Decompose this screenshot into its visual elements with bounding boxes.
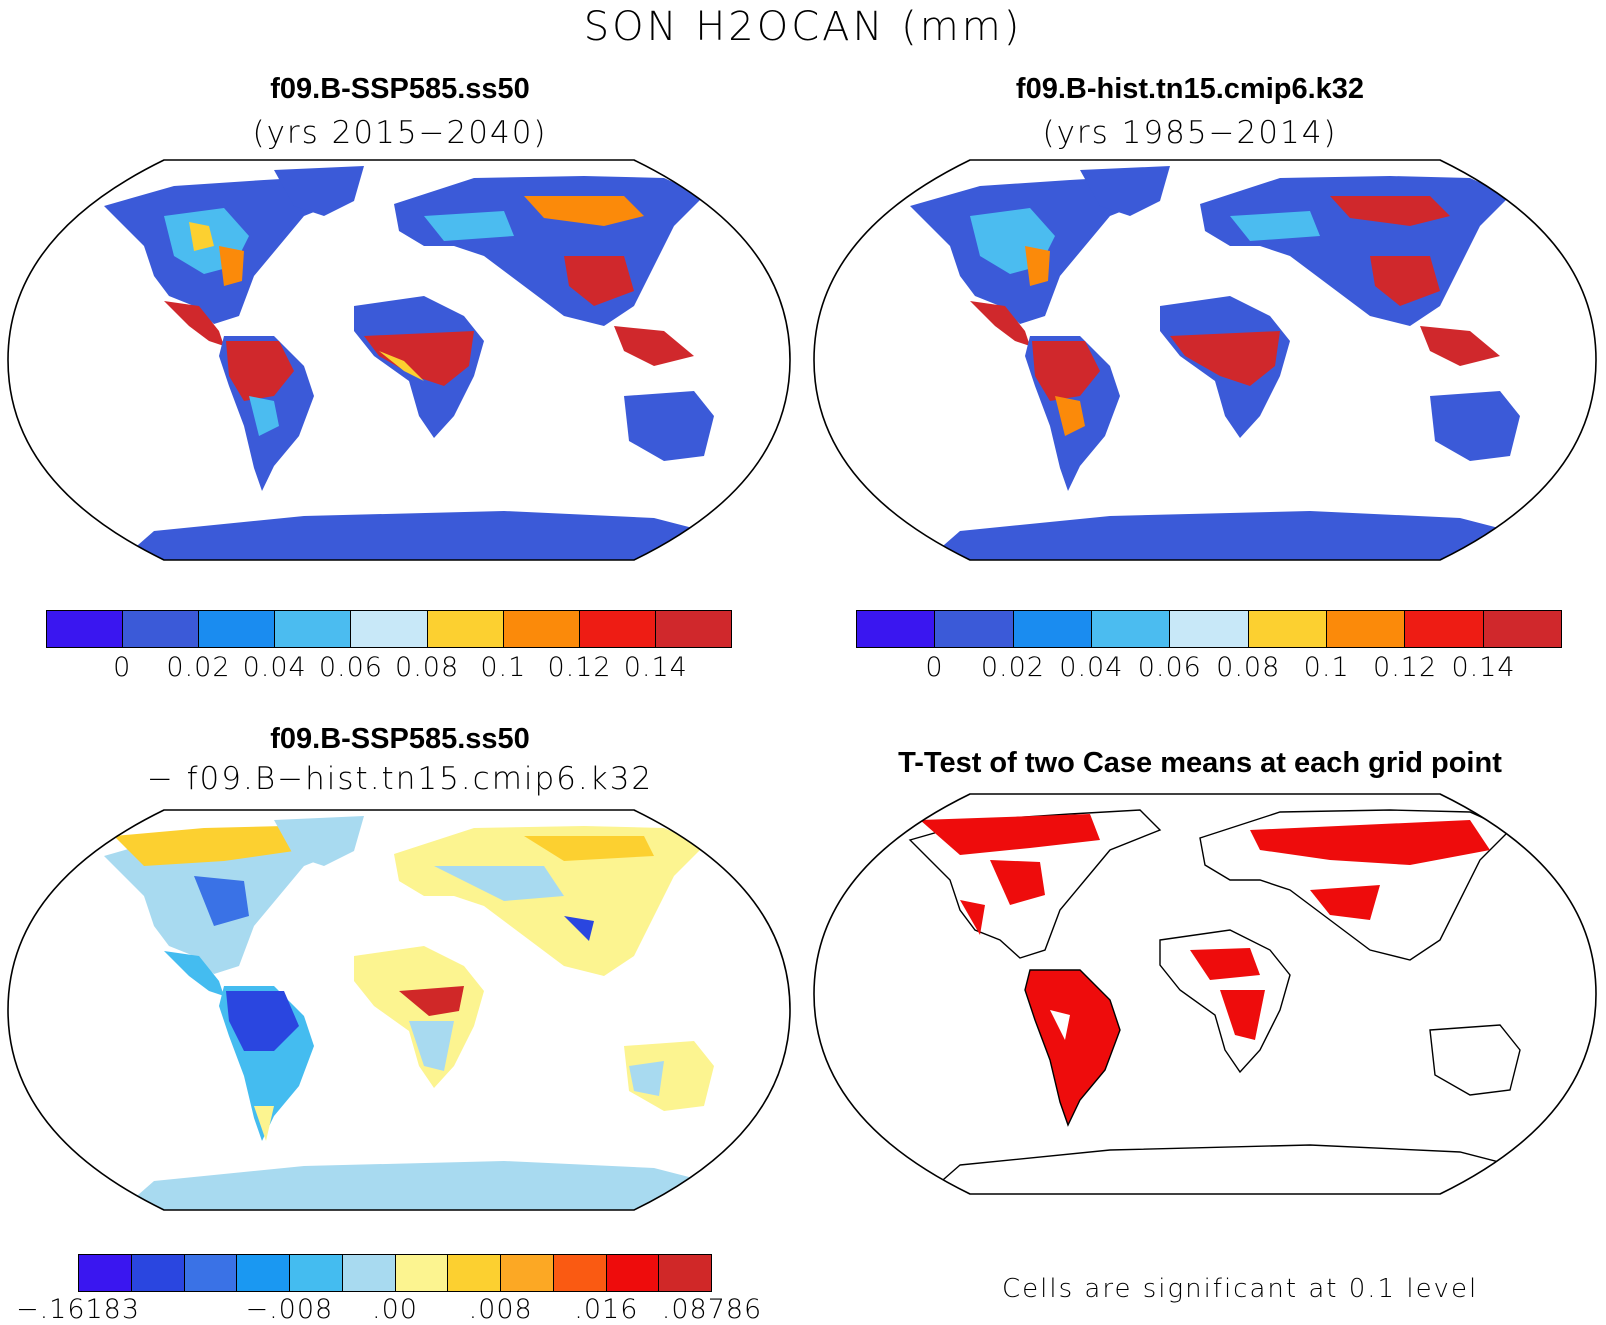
colorbar-swatch (237, 1255, 290, 1291)
panel-2-colorbar-labels: 0 0.02 0.04 0.06 0.08 0.1 0.12 0.14 (856, 652, 1562, 686)
panel-2-subtitle: (yrs 1985−2014) (1042, 115, 1338, 151)
colorbar-swatch (655, 611, 731, 647)
panel-3-title: f09.B-SSP585.ss50 (270, 723, 530, 755)
panel-3-map (7, 809, 791, 1211)
colorbar-swatch (501, 1255, 554, 1291)
colorbar-swatch (123, 611, 200, 647)
colorbar-swatch (79, 1255, 132, 1291)
panel-1-colorbar-labels: 0 0.02 0.04 0.06 0.08 0.1 0.12 0.14 (46, 652, 732, 686)
colorbar-swatch (1248, 611, 1327, 647)
panel-1-title: f09.B-SSP585.ss50 (270, 73, 530, 105)
colorbar-tick-label: −.16183 (15, 1294, 141, 1325)
panel-1-subtitle: (yrs 2015−2040) (252, 115, 548, 151)
colorbar-tick-label: 0.14 (623, 652, 688, 683)
colorbar-tick-label: 0.06 (318, 652, 383, 683)
panel-1-map (7, 159, 791, 561)
colorbar-tick-label: 0.06 (1137, 652, 1202, 683)
colorbar-swatch (935, 611, 1014, 647)
colorbar-tick-label: 0.1 (1303, 652, 1350, 683)
colorbar-swatch (503, 611, 580, 647)
colorbar-swatch (857, 611, 936, 647)
colorbar-swatch (47, 611, 124, 647)
antarctica (114, 511, 724, 560)
colorbar-tick-label: 0.12 (547, 652, 612, 683)
colorbar-swatch (448, 1255, 501, 1291)
colorbar-tick-label: 0.02 (166, 652, 231, 683)
colorbar-swatch (199, 611, 276, 647)
central-america (164, 301, 224, 346)
colorbar-tick-label: .08786 (661, 1294, 763, 1325)
colorbar-swatch (427, 611, 504, 647)
panel-2-colorbar (856, 610, 1562, 648)
colorbar-swatch (342, 1255, 396, 1291)
colorbar-swatch (606, 1255, 660, 1291)
colorbar-swatch (553, 1255, 607, 1291)
colorbar-tick-label: .00 (372, 1294, 418, 1325)
colorbar-swatch (1170, 611, 1249, 647)
panel-3-colorbar-labels: −.16183 −.008 .00 .008 .016 .08786 (16, 1294, 761, 1325)
colorbar-swatch (351, 611, 428, 647)
colorbar-swatch (275, 611, 352, 647)
colorbar-tick-label: .008 (468, 1294, 533, 1325)
colorbar-tick-label: 0.08 (395, 652, 460, 683)
colorbar-tick-label: 0 (925, 652, 944, 683)
colorbar-swatch (1483, 611, 1561, 647)
colorbar-swatch (131, 1255, 185, 1291)
panel-3-subtitle: − f09.B−hist.tn15.cmip6.k32 (146, 761, 654, 797)
colorbar-tick-label: 0.12 (1373, 652, 1438, 683)
colorbar-swatch (184, 1255, 238, 1291)
colorbar-tick-label: 0.04 (242, 652, 307, 683)
colorbar-swatch (659, 1255, 711, 1291)
colorbar-swatch (1091, 611, 1171, 647)
colorbar-tick-label: −.008 (245, 1294, 334, 1325)
colorbar-swatch (579, 611, 656, 647)
panel-2-map (813, 159, 1597, 561)
colorbar-swatch (395, 1255, 449, 1291)
colorbar-tick-label: 0.04 (1059, 652, 1124, 683)
panel-4-map (813, 793, 1597, 1195)
colorbar-tick-label: 0 (113, 652, 132, 683)
colorbar-tick-label: 0.1 (480, 652, 527, 683)
significance-note: Cells are significant at 0.1 level (1002, 1274, 1479, 1304)
greenland (274, 166, 364, 216)
figure-title: SON H2OCAN (mm) (583, 4, 1023, 50)
colorbar-swatch (1326, 611, 1406, 647)
colorbar-swatch (1013, 611, 1092, 647)
australia (624, 391, 714, 461)
colorbar-tick-label: 0.08 (1216, 652, 1281, 683)
panel-4-title: T-Test of two Case means at each grid po… (898, 747, 1502, 779)
colorbar-swatch (1405, 611, 1484, 647)
panel-1-colorbar (46, 610, 732, 648)
panel-3-colorbar (78, 1254, 712, 1292)
colorbar-swatch (290, 1255, 343, 1291)
colorbar-tick-label: 0.02 (980, 652, 1045, 683)
colorbar-tick-label: .016 (574, 1294, 639, 1325)
panel-2-title: f09.B-hist.tn15.cmip6.k32 (1015, 73, 1365, 105)
colorbar-tick-label: 0.14 (1451, 652, 1516, 683)
